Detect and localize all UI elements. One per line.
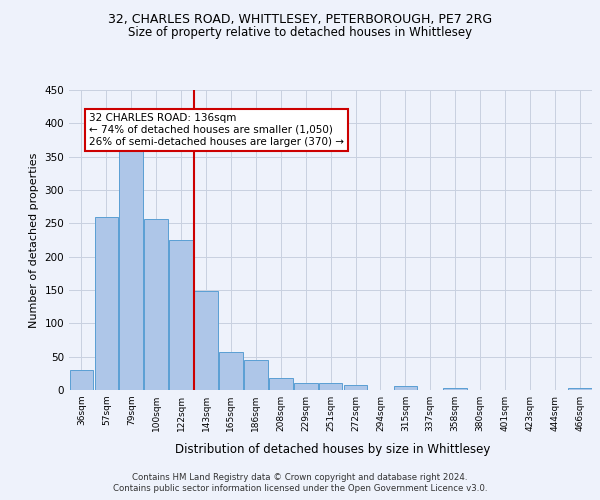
Bar bbox=[119, 148, 143, 390]
Text: 32 CHARLES ROAD: 136sqm
← 74% of detached houses are smaller (1,050)
26% of semi: 32 CHARLES ROAD: 136sqm ← 74% of detache… bbox=[89, 114, 344, 146]
Text: 32, CHARLES ROAD, WHITTLESEY, PETERBOROUGH, PE7 2RG: 32, CHARLES ROAD, WHITTLESEY, PETERBOROU… bbox=[108, 12, 492, 26]
Bar bbox=[443, 388, 467, 390]
Y-axis label: Number of detached properties: Number of detached properties bbox=[29, 152, 39, 328]
Bar bbox=[95, 216, 118, 390]
Bar bbox=[244, 360, 268, 390]
Bar bbox=[294, 382, 317, 390]
Bar bbox=[394, 386, 417, 390]
Bar bbox=[568, 388, 592, 390]
Text: Contains HM Land Registry data © Crown copyright and database right 2024.: Contains HM Land Registry data © Crown c… bbox=[132, 472, 468, 482]
Bar bbox=[169, 240, 193, 390]
Bar bbox=[145, 220, 168, 390]
Bar bbox=[219, 352, 243, 390]
Bar bbox=[269, 378, 293, 390]
Text: Size of property relative to detached houses in Whittlesey: Size of property relative to detached ho… bbox=[128, 26, 472, 39]
Text: Contains public sector information licensed under the Open Government Licence v3: Contains public sector information licen… bbox=[113, 484, 487, 493]
Bar bbox=[319, 384, 343, 390]
Text: Distribution of detached houses by size in Whittlesey: Distribution of detached houses by size … bbox=[175, 442, 491, 456]
Bar bbox=[194, 292, 218, 390]
Bar bbox=[344, 386, 367, 390]
Bar bbox=[70, 370, 93, 390]
